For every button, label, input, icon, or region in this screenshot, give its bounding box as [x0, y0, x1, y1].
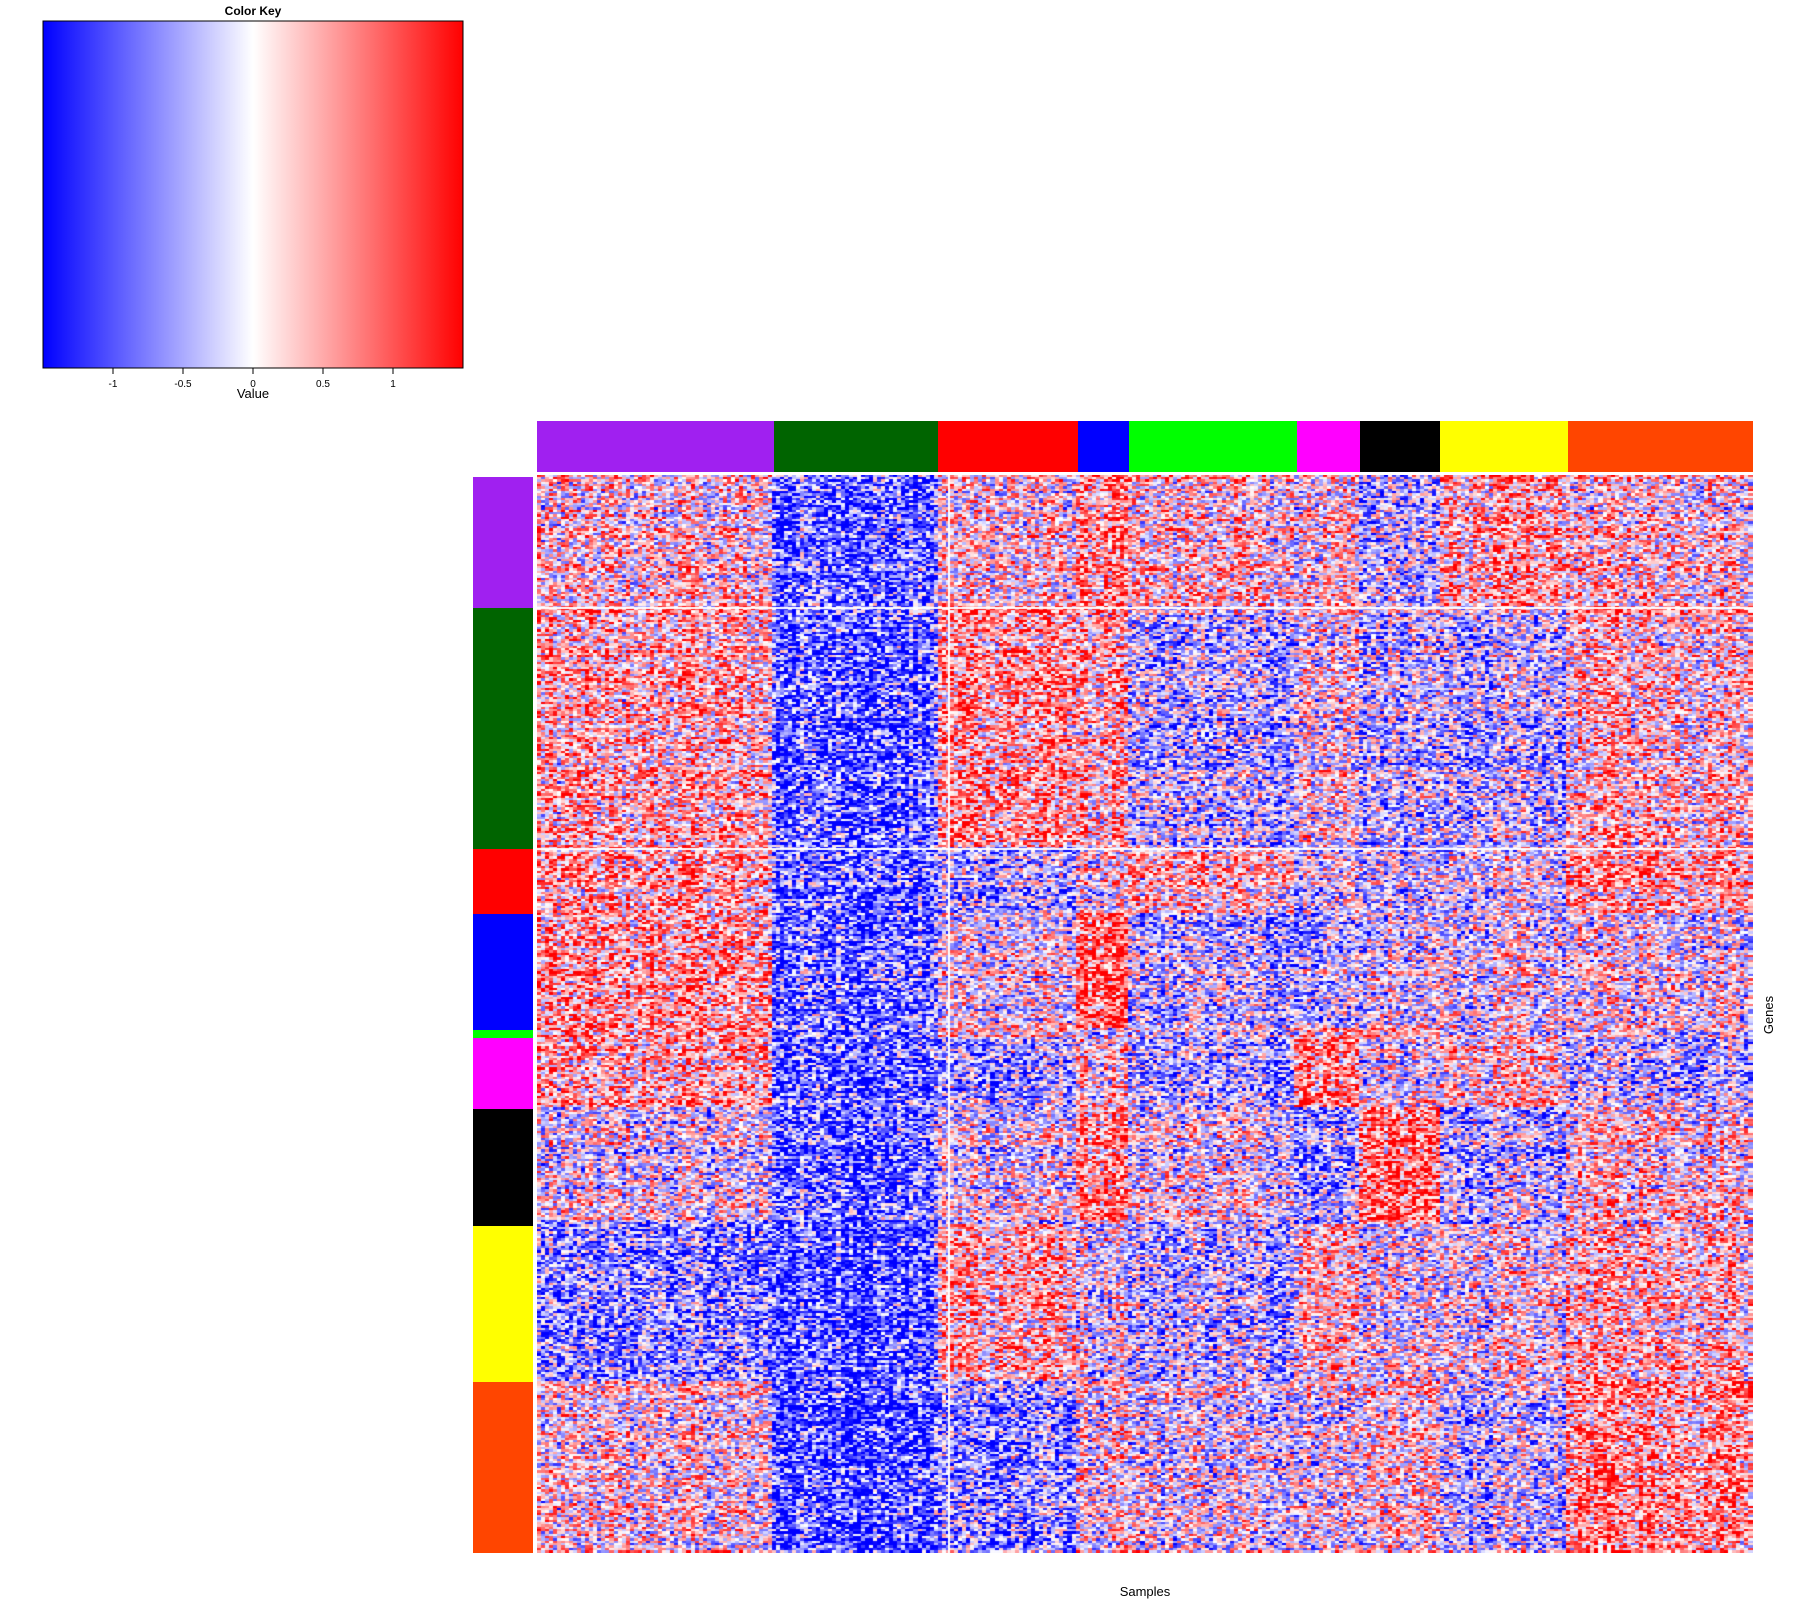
- column-group-1: [537, 421, 774, 472]
- row-group-2: [473, 608, 533, 849]
- row-group-9: [473, 1382, 533, 1553]
- row-group-1: [473, 477, 533, 608]
- column-group-8: [1440, 421, 1568, 472]
- color-key-tick-label: -1: [109, 379, 118, 390]
- color-key-title: Color Key: [224, 4, 282, 18]
- color-key-tick-label: 1: [390, 379, 396, 390]
- row-group-8: [473, 1226, 533, 1382]
- column-group-5: [1129, 421, 1297, 472]
- color-key-tick-label: 0.5: [316, 379, 330, 390]
- column-group-7: [1360, 421, 1440, 472]
- x-axis-label: Samples: [1119, 1584, 1171, 1599]
- heatmap-cells: [537, 475, 1753, 1553]
- row-group-bar: [473, 477, 533, 1553]
- column-group-9: [1568, 421, 1753, 472]
- row-group-3: [473, 849, 533, 914]
- column-group-2: [774, 421, 938, 472]
- row-group-5: [473, 1030, 533, 1038]
- column-group-3: [938, 421, 1078, 472]
- color-key-tick-label: -0.5: [174, 379, 192, 390]
- row-group-7: [473, 1109, 533, 1226]
- column-group-6: [1297, 421, 1360, 472]
- color-key-xlabel: Value: [236, 386, 270, 401]
- y-axis-label: Genes: [1761, 995, 1776, 1035]
- row-group-6: [473, 1038, 533, 1109]
- column-group-4: [1078, 421, 1129, 472]
- column-group-bar: [537, 421, 1753, 472]
- color-key-gradient: [42, 20, 464, 369]
- color-key-ticks: -1 -0.5 0 0.5 1: [109, 368, 396, 390]
- row-group-4: [473, 914, 533, 1030]
- color-key-tick-label: 0: [250, 379, 256, 390]
